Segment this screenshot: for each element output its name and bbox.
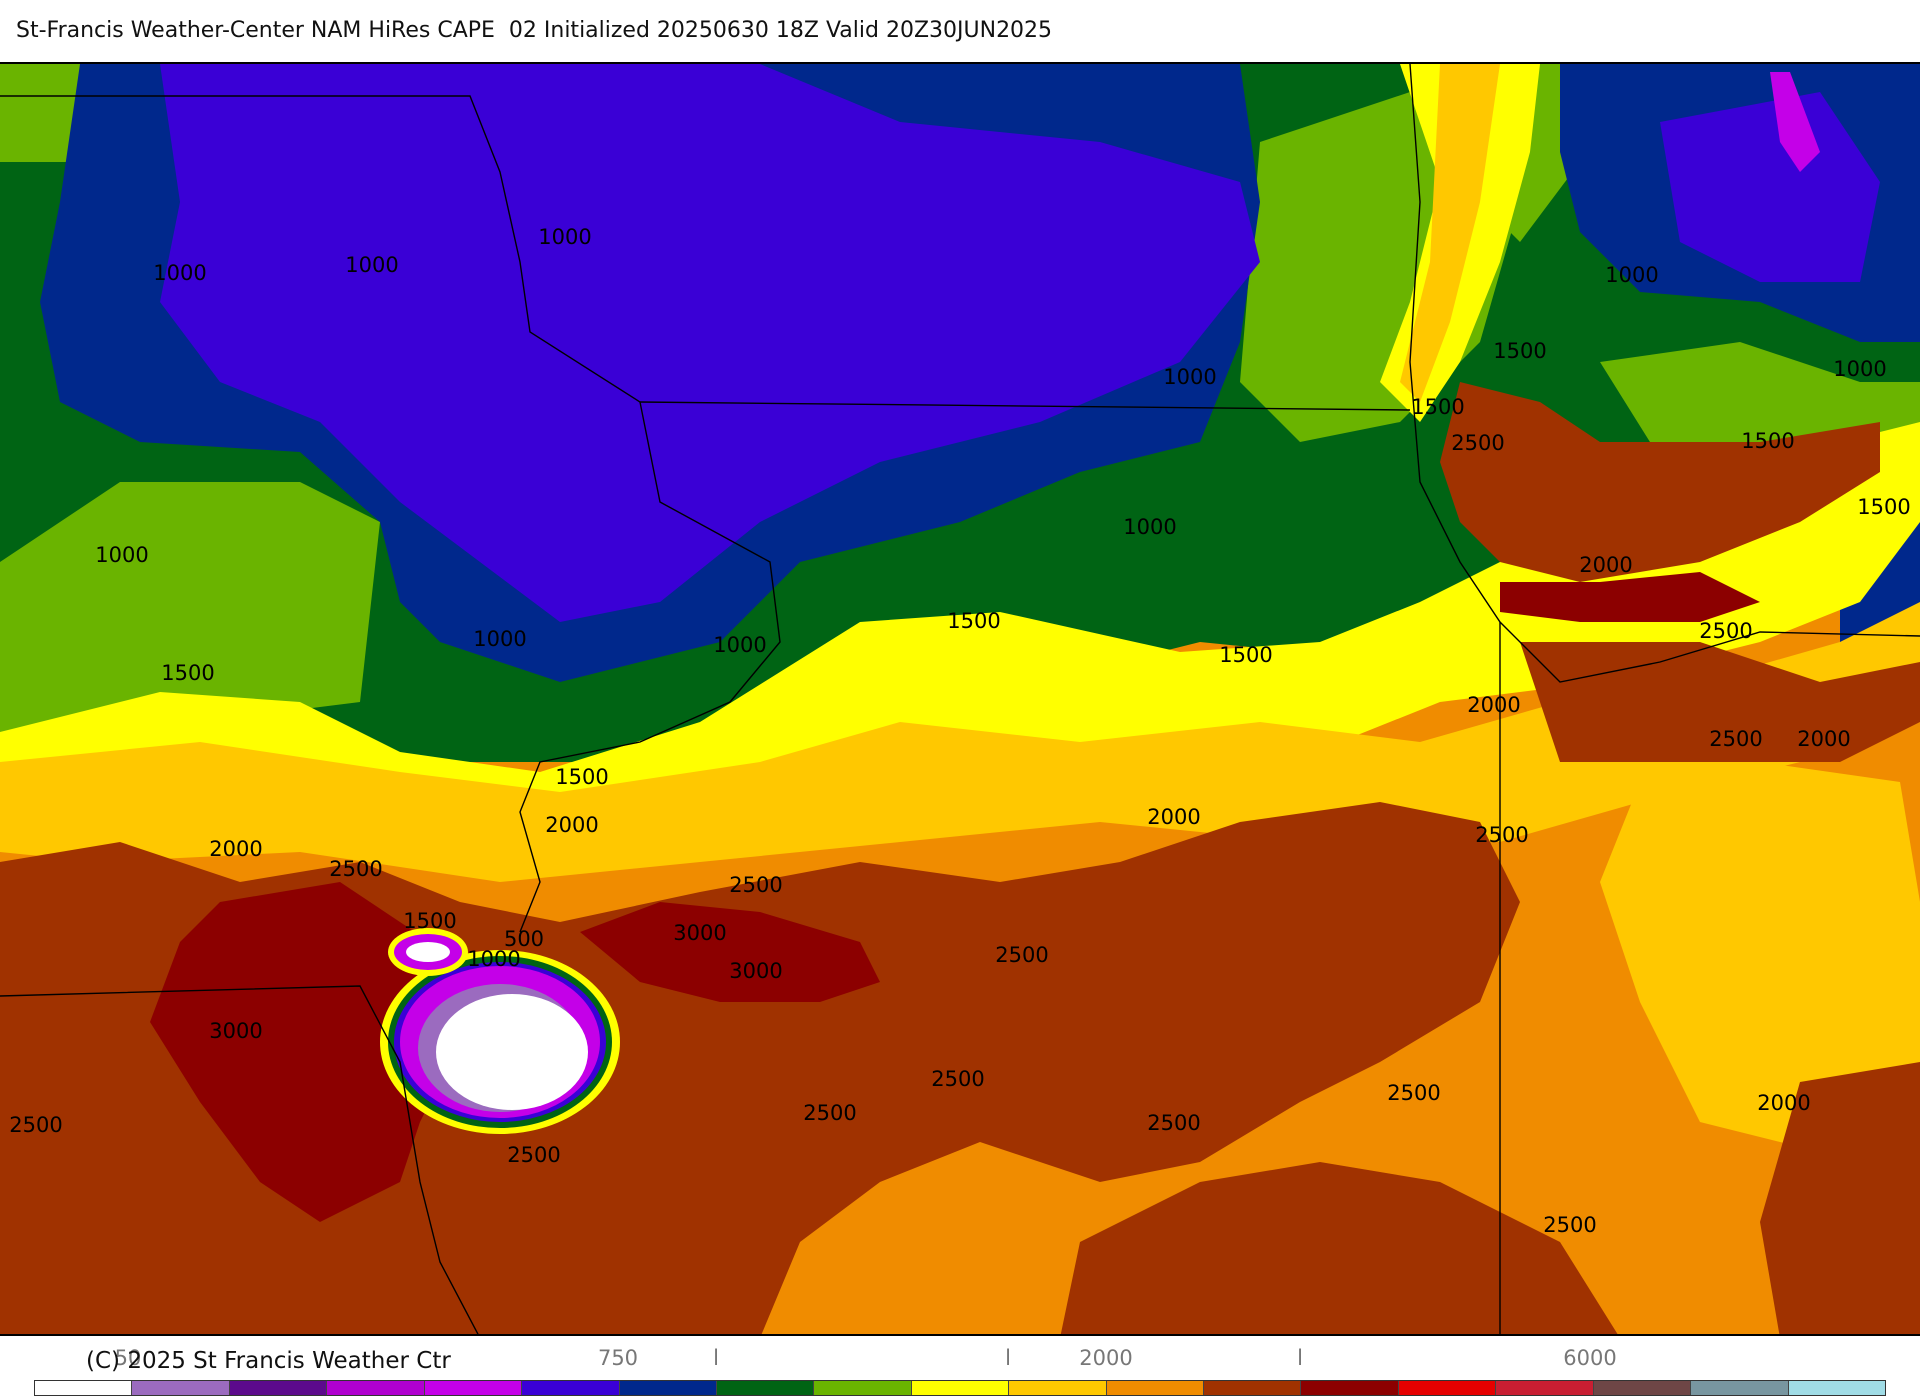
legend-tick-label: 6000: [1563, 1346, 1617, 1370]
legend-swatch: [1301, 1381, 1399, 1395]
contour-label: 2000: [1579, 553, 1632, 577]
contour-label: 2500: [1543, 1213, 1596, 1237]
contour-label: 1000: [1163, 365, 1216, 389]
cape-region-darkred: [150, 572, 1760, 1222]
cape-region-indigo-ne: [1660, 92, 1880, 282]
contour-label: 2500: [1475, 823, 1528, 847]
legend-swatch: [1593, 1381, 1692, 1395]
state-borders: [0, 64, 1920, 1334]
contour-label: 1000: [95, 543, 148, 567]
cape-color-legend: [34, 1380, 1886, 1396]
legend-tick-label: l: [1005, 1346, 1011, 1370]
contour-label: 1500: [1411, 395, 1464, 419]
contour-label: 2000: [1467, 693, 1520, 717]
contour-label: 2000: [1147, 805, 1200, 829]
contour-label: 2500: [329, 857, 382, 881]
contour-label: 500: [504, 927, 544, 951]
contour-label: 1500: [1493, 339, 1546, 363]
contour-label: 1500: [1741, 429, 1794, 453]
contour-label: 1000: [1605, 263, 1658, 287]
contour-label: 2500: [1709, 727, 1762, 751]
cape-region-gold: [0, 602, 1920, 882]
legend-swatch: [1398, 1381, 1497, 1395]
contour-labels: 1000 1000 1000 1000 1000 1000 1000 1000 1000 1000…: [9, 225, 1910, 1237]
legend-swatch: [1204, 1381, 1302, 1395]
cape-map: 1000 1000 1000 1000 1000 1000 1000 1000 1000 1000…: [0, 62, 1920, 1336]
legend-tick-label: 2000: [1079, 1346, 1133, 1370]
contour-label: 1500: [555, 765, 608, 789]
legend-swatch: [522, 1381, 620, 1395]
contour-label: 2500: [1451, 431, 1504, 455]
cape-region-indigo: [160, 64, 1260, 622]
legend-swatch: [911, 1381, 1010, 1395]
map-title: St-Francis Weather-Center NAM HiRes CAPE…: [16, 18, 1053, 43]
legend-tick-label: 750: [597, 1346, 639, 1370]
contour-label: 2500: [931, 1067, 984, 1091]
legend-swatch: [1106, 1381, 1205, 1395]
contour-label: 1000: [473, 627, 526, 651]
contour-label: 2500: [1387, 1081, 1440, 1105]
contour-label: 1500: [161, 661, 214, 685]
contour-label: 1500: [403, 909, 456, 933]
legend-swatch: [716, 1381, 815, 1395]
contour-label: 3000: [673, 921, 726, 945]
contour-label: 1000: [153, 261, 206, 285]
legend-swatch: [1788, 1381, 1886, 1395]
cape-region-magenta-ne: [1770, 72, 1820, 172]
contour-label: 1500: [1219, 643, 1272, 667]
contour-label: 2500: [803, 1101, 856, 1125]
contour-label: 1000: [713, 633, 766, 657]
contour-label: 1000: [467, 947, 520, 971]
contour-label: 2500: [1147, 1111, 1200, 1135]
legend-swatch: [1496, 1381, 1594, 1395]
contour-label: 1000: [345, 253, 398, 277]
contour-label: 1000: [538, 225, 591, 249]
storm-cape-minimum: [380, 928, 620, 1134]
contour-label: 2500: [9, 1113, 62, 1137]
legend-swatch: [1009, 1381, 1107, 1395]
legend-tick-label: l: [713, 1346, 719, 1370]
contour-label: 3000: [729, 959, 782, 983]
contour-label: 3000: [209, 1019, 262, 1043]
cape-region-yellow: [0, 422, 1920, 822]
legend-swatch: [132, 1381, 230, 1395]
legend-swatch: [35, 1381, 133, 1395]
contour-label: 2500: [729, 873, 782, 897]
legend-swatch: [814, 1381, 912, 1395]
contour-label: 2500: [507, 1143, 560, 1167]
contour-label: 1500: [947, 609, 1000, 633]
contour-label: 2000: [545, 813, 598, 837]
legend-tick-label: 50: [114, 1346, 142, 1370]
legend-swatch: [1691, 1381, 1789, 1395]
contour-label: 2500: [995, 943, 1048, 967]
legend-swatch: [619, 1381, 717, 1395]
contour-label: 2000: [209, 837, 262, 861]
copyright-text: (C) 2025 St Francis Weather Ctr: [86, 1348, 451, 1374]
contour-label: 1500: [1857, 495, 1910, 519]
contour-label: 2000: [1797, 727, 1850, 751]
legend-swatch: [229, 1381, 328, 1395]
contour-label: 2000: [1757, 1091, 1810, 1115]
cape-region-gold-east: [1400, 64, 1920, 1152]
contour-label: 2500: [1699, 619, 1752, 643]
legend-swatch: [327, 1381, 425, 1395]
legend-tick-label: l: [1297, 1346, 1303, 1370]
legend-swatch: [424, 1381, 523, 1395]
cape-region-brown-east: [1060, 382, 1920, 1334]
contour-label: 1000: [1833, 357, 1886, 381]
contour-label: 1000: [1123, 515, 1176, 539]
